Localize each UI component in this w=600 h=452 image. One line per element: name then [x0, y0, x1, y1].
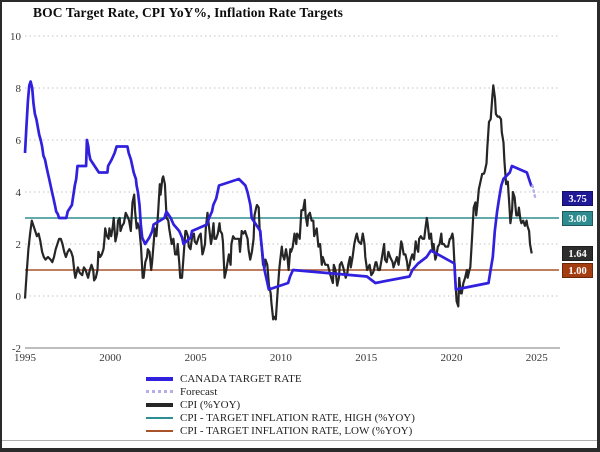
y-tick-label: 4 — [16, 187, 22, 199]
legend-swatch-icon — [146, 429, 173, 432]
legend-divider — [2, 440, 597, 441]
x-tick-label: 2000 — [99, 352, 122, 364]
y-tick-label: 0 — [16, 291, 22, 303]
legend-swatch-icon — [146, 416, 173, 419]
x-tick-label: 2015 — [355, 352, 378, 364]
legend-row: CPI (%YOY) — [146, 398, 415, 411]
y-tick-label: 6 — [16, 135, 22, 147]
legend-swatch-icon — [146, 402, 173, 407]
series-forecast — [531, 184, 537, 200]
legend-row: CPI - TARGET INFLATION RATE, LOW (%YOY) — [146, 424, 415, 437]
legend: CANADA TARGET RATE Forecast CPI (%YOY) CPI … — [146, 372, 415, 437]
legend-swatch-icon — [146, 390, 173, 393]
legend-label: CPI (%YOY) — [180, 398, 241, 411]
legend-label: CPI - TARGET INFLATION RATE, HIGH (%YOY) — [180, 411, 415, 424]
legend-label: CPI - TARGET INFLATION RATE, LOW (%YOY) — [180, 424, 413, 437]
y-tick-label: 2 — [16, 239, 22, 251]
legend-label: Forecast — [180, 385, 218, 398]
x-tick-label: 2010 — [270, 352, 293, 364]
y-tick-label: 8 — [16, 83, 22, 95]
legend-row: CANADA TARGET RATE — [146, 372, 415, 385]
series-target-rate — [23, 80, 533, 291]
y-tick-label: 10 — [10, 31, 22, 43]
x-tick-label: 2020 — [441, 352, 464, 364]
legend-row: Forecast — [146, 385, 415, 398]
chart-title: BOC Target Rate, CPI YoY%, Inflation Rat… — [33, 5, 344, 20]
legend-label: CANADA TARGET RATE — [180, 372, 302, 385]
y-tick-label: -2 — [12, 343, 21, 355]
x-tick-label: 1995 — [14, 352, 37, 364]
x-tick-label: 2005 — [185, 352, 208, 364]
value-label-1.00: 1.00 — [562, 262, 593, 278]
value-label-1.64: 1.64 — [562, 245, 593, 261]
legend-swatch-icon — [146, 376, 173, 381]
value-label-3.75: 3.75 — [562, 191, 593, 206]
series-cpi — [23, 84, 533, 321]
x-tick-label: 2025 — [526, 352, 549, 364]
value-label-3.00: 3.00 — [562, 210, 593, 226]
legend-row: CPI - TARGET INFLATION RATE, HIGH (%YOY) — [146, 411, 415, 424]
